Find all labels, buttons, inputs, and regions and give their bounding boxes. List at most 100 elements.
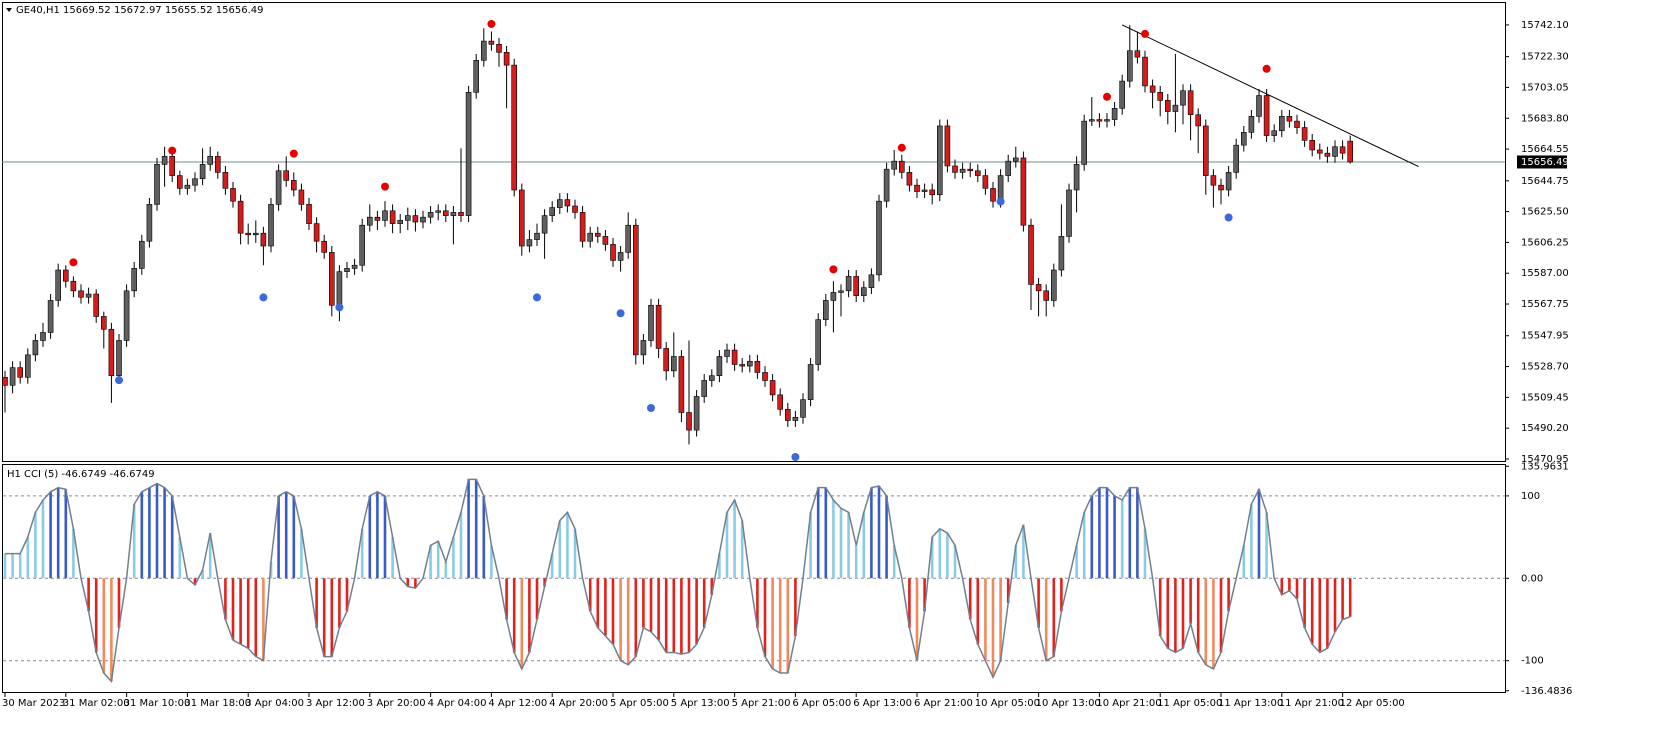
candle-body xyxy=(366,216,373,226)
candle-body xyxy=(990,188,996,202)
candle-body xyxy=(868,274,875,288)
candle-body xyxy=(1225,172,1232,191)
candle-body xyxy=(70,280,77,292)
candle-body xyxy=(944,125,951,167)
candle-body xyxy=(199,164,206,180)
candle-body xyxy=(321,240,328,253)
candle-body xyxy=(686,412,692,431)
x-tick-label: 10 Apr 21:00 xyxy=(1096,698,1161,709)
candle-body xyxy=(458,212,464,216)
candle-body xyxy=(648,304,654,341)
y-tick-label: 135.9631 xyxy=(1521,461,1569,472)
last-open: 15669.52 xyxy=(63,5,111,16)
candle-body xyxy=(230,188,236,202)
candle-body xyxy=(579,212,586,242)
y-tick-label: 0.00 xyxy=(1521,573,1543,584)
candle-body xyxy=(860,287,867,296)
fractal-up xyxy=(69,258,78,267)
candle-body xyxy=(116,340,122,376)
candle-body xyxy=(85,293,92,298)
candle-body xyxy=(1104,119,1110,122)
candle-body xyxy=(146,204,153,242)
candle-body xyxy=(929,189,936,196)
symbol-menu-icon[interactable] xyxy=(6,8,12,12)
candle-body xyxy=(1218,184,1224,191)
fractal-down xyxy=(791,452,800,461)
candle-body xyxy=(526,239,533,247)
candle-body xyxy=(625,224,632,253)
candle-body xyxy=(389,210,396,224)
y-tick-label: -100 xyxy=(1521,656,1544,667)
x-tick-label: 5 Apr 05:00 xyxy=(610,698,669,709)
candle-body xyxy=(404,215,411,221)
fractal-down xyxy=(115,376,123,385)
candle-body xyxy=(1286,116,1293,122)
price-header: GE40,H1 15669.52 15672.97 15655.52 15656… xyxy=(16,5,263,16)
candle-body xyxy=(701,380,708,397)
candle-body xyxy=(959,168,966,173)
candle-body xyxy=(420,216,426,223)
candle-body xyxy=(1180,90,1186,106)
candle-body xyxy=(1111,108,1118,120)
cci-header: H1 CCI (5) -46.6749 -46.6749 xyxy=(7,469,155,480)
candle-body xyxy=(549,207,556,216)
x-tick-label: 6 Apr 05:00 xyxy=(792,698,851,709)
fractal-up xyxy=(1141,29,1149,38)
candle-body xyxy=(1332,146,1338,157)
y-tick-label: 15567.75 xyxy=(1521,299,1569,310)
candle-body xyxy=(139,240,145,269)
candle-body xyxy=(678,356,685,413)
candle-body xyxy=(1020,157,1027,226)
fractal-down xyxy=(335,303,344,312)
x-tick-label: 11 Apr 05:00 xyxy=(1157,698,1222,709)
candle-body xyxy=(1339,146,1346,154)
candle-body xyxy=(632,224,639,356)
candle-body xyxy=(830,292,837,301)
candle-body xyxy=(511,64,518,191)
y-tick-label: 15742.10 xyxy=(1521,20,1569,31)
candle-body xyxy=(1301,127,1308,141)
candle-body xyxy=(290,180,297,191)
fractal-down xyxy=(616,309,625,318)
candle-body xyxy=(777,394,784,410)
x-tick-label: 12 Apr 05:00 xyxy=(1340,698,1405,709)
candle-body xyxy=(708,375,715,381)
candle-body xyxy=(693,396,700,431)
fractal-down xyxy=(533,293,541,302)
candle-body xyxy=(480,40,487,61)
candle-body xyxy=(260,232,267,247)
candle-body xyxy=(1172,104,1179,112)
candle-body xyxy=(518,189,525,247)
y-tick-label: 15587.00 xyxy=(1521,268,1569,279)
candle-body xyxy=(769,380,776,396)
candle-body xyxy=(397,220,404,224)
candle-body xyxy=(465,92,472,216)
candle-body xyxy=(412,215,419,223)
candle-body xyxy=(617,252,624,261)
candle-body xyxy=(800,399,806,418)
candle-body xyxy=(1073,164,1080,191)
fractal-up xyxy=(1262,64,1271,73)
candle-body xyxy=(974,170,981,176)
candle-body xyxy=(921,189,928,192)
candle-body xyxy=(1347,140,1353,163)
candle-body xyxy=(739,364,746,367)
candle-body xyxy=(473,60,480,93)
fractal-up xyxy=(1103,92,1111,101)
candle-body xyxy=(275,170,282,205)
candle-body xyxy=(1119,80,1125,109)
cci-last-value: -46.6749 xyxy=(110,469,155,480)
candle-body xyxy=(1089,119,1095,122)
candle-body xyxy=(359,224,366,266)
symbol-title: GE40,H1 xyxy=(16,5,60,16)
candle-body xyxy=(351,264,358,269)
candle-body xyxy=(534,232,540,240)
candle-body xyxy=(268,204,274,247)
candle-body xyxy=(1294,120,1300,128)
y-tick-label: 15722.30 xyxy=(1521,52,1569,63)
candle-body xyxy=(1263,95,1270,136)
fractal-up xyxy=(897,143,906,152)
candle-body xyxy=(1248,116,1255,133)
candle-body xyxy=(670,356,677,372)
